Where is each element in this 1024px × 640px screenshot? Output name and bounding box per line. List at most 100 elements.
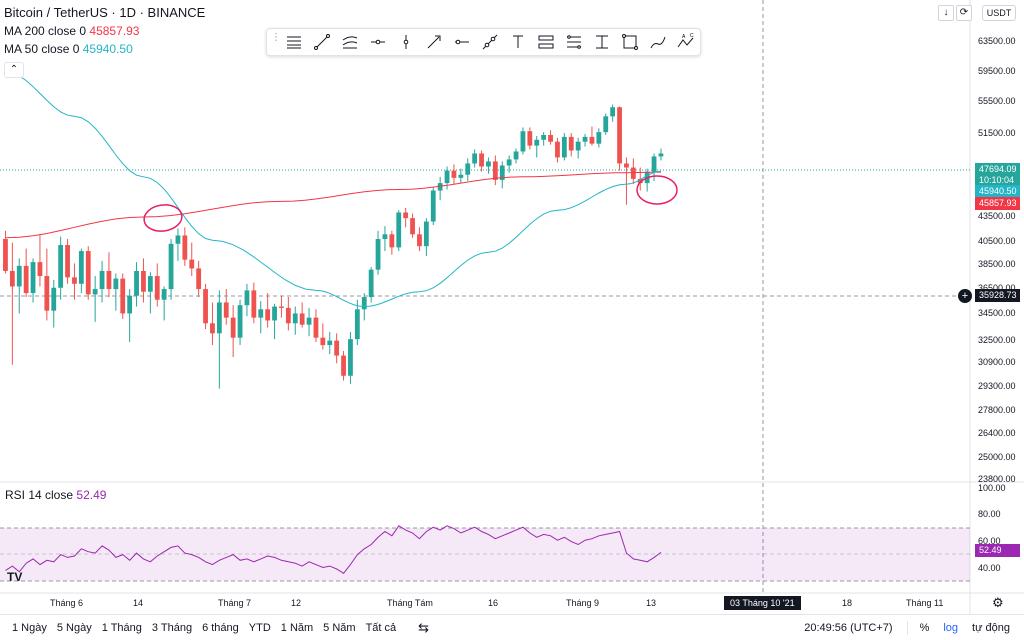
rsi-legend[interactable]: RSI 14 close 52.49	[5, 488, 106, 502]
candle-up	[520, 131, 526, 152]
candle-up	[603, 116, 609, 133]
candle-up	[610, 107, 616, 117]
ma200-legend[interactable]: MA 200 close 0 45857.93	[4, 22, 205, 40]
candle-down	[624, 163, 629, 168]
rsi-axis-label: 40.00	[978, 563, 1001, 573]
arrow-icon[interactable]	[421, 29, 447, 55]
log-toggle[interactable]: log	[943, 622, 959, 634]
candle-up	[575, 141, 581, 151]
annotation-circle-cross-2[interactable]	[636, 175, 678, 205]
text-icon[interactable]	[505, 29, 531, 55]
candle-down	[279, 306, 284, 308]
ma200-label: MA 200 close 0	[4, 24, 87, 38]
ma50-label: MA 50 close 0	[4, 42, 80, 56]
candle-down	[568, 136, 574, 151]
svg-text:A: A	[682, 34, 686, 40]
candle-up	[216, 302, 222, 334]
range-1d-button[interactable]: 1 Ngày	[12, 621, 47, 634]
go-to-date-icon[interactable]: ⇆	[418, 619, 430, 635]
chevron-up-icon[interactable]: ⌃	[4, 62, 24, 78]
range-5d-button[interactable]: 5 Ngày	[56, 621, 92, 634]
rsi-label: RSI 14 close	[5, 488, 74, 502]
price-axis-label: 40500.00	[978, 236, 1016, 246]
price-axis-label: 55500.00	[978, 96, 1016, 106]
candle-down	[417, 234, 422, 247]
candle-down	[389, 234, 395, 248]
gear-icon[interactable]: ⚙	[992, 595, 1004, 610]
candle-down	[410, 218, 415, 235]
candle-up	[651, 156, 657, 172]
candle-down	[72, 277, 77, 284]
candle-down	[313, 317, 319, 338]
currency-button[interactable]: USDT	[982, 5, 1016, 21]
ma50-value: 45940.50	[82, 42, 133, 56]
candle-down	[182, 235, 188, 260]
grip-icon[interactable]: ⋮	[271, 32, 281, 43]
price-note-icon[interactable]	[589, 29, 615, 55]
auto-scale-toggle[interactable]: tự động	[972, 622, 1010, 634]
candle-down	[210, 323, 215, 334]
candle-up	[513, 151, 519, 160]
rsi-axis-label: 100.00	[978, 483, 1006, 493]
annotation-circle-cross-1[interactable]	[142, 202, 183, 233]
range-all-button[interactable]: Tất cả	[365, 621, 397, 634]
trend-line-icon[interactable]	[309, 29, 335, 55]
refresh-icon[interactable]: ⟳	[956, 5, 972, 21]
clock-time[interactable]: 20:49:56 (UTC+7)	[804, 622, 893, 634]
candle-down	[203, 289, 208, 324]
time-axis-label: Tháng 7	[218, 598, 252, 608]
countdown-tag: 10:10:04	[975, 174, 1020, 186]
chart-legend: Bitcoin / TetherUS · 1D · BINANCE MA 200…	[4, 4, 205, 78]
tradingview-logo-icon[interactable]: TV	[7, 570, 23, 584]
price-axis-label: 27800.00	[978, 405, 1016, 415]
crosshair-date-tag: 03 Tháng 10 '21	[724, 596, 801, 610]
bottom-toolbar: 1 Ngày 5 Ngày 1 Tháng 3 Tháng 6 tháng YT…	[0, 614, 1024, 640]
vertical-line-icon[interactable]	[393, 29, 419, 55]
horizontal-lines-icon[interactable]	[281, 29, 307, 55]
arrow-down-icon[interactable]: ↓	[938, 5, 954, 21]
price-range-icon[interactable]	[533, 29, 559, 55]
candle-down	[479, 153, 484, 167]
candle-down	[589, 136, 595, 144]
candles-group	[3, 104, 664, 389]
ma50-line	[5, 71, 662, 308]
candle-up	[437, 183, 443, 191]
info-line-icon[interactable]	[449, 29, 475, 55]
candle-up	[458, 174, 464, 178]
ma50-legend[interactable]: MA 50 close 0 45940.50	[4, 40, 205, 58]
time-axis-label: 14	[133, 598, 144, 608]
price-axis-label: 38500.00	[978, 259, 1016, 269]
ma200-line	[5, 171, 661, 239]
range-5y-button[interactable]: 5 Năm	[323, 621, 356, 634]
symbol-title[interactable]: Bitcoin / TetherUS · 1D · BINANCE	[4, 5, 206, 20]
time-axis-label: 18	[842, 598, 853, 608]
rsi-axis-label: 80.00	[978, 509, 1001, 519]
horizontal-ray-icon[interactable]	[365, 29, 391, 55]
last-price-tag: 47694.09	[975, 163, 1020, 176]
channel-icon[interactable]	[337, 29, 363, 55]
add-alert-icon[interactable]: +	[958, 289, 972, 303]
candle-up	[499, 165, 505, 180]
candle-down	[341, 355, 346, 376]
date-range-icon[interactable]	[561, 29, 587, 55]
candle-up	[361, 297, 367, 310]
candle-down	[548, 134, 553, 142]
candle-up	[92, 289, 98, 295]
range-1y-button[interactable]: 1 Năm	[280, 621, 314, 634]
rsi-band	[0, 528, 970, 581]
rectangle-icon[interactable]	[617, 29, 643, 55]
candle-up	[534, 139, 540, 146]
range-1m-button[interactable]: 1 Tháng	[101, 621, 142, 634]
time-axis-label: Tháng 11	[906, 598, 944, 608]
extended-line-icon[interactable]	[477, 29, 503, 55]
range-6m-button[interactable]: 6 tháng	[202, 621, 239, 634]
range-3m-button[interactable]: 3 Tháng	[151, 621, 193, 634]
candle-down	[189, 259, 195, 269]
candle-up	[375, 239, 381, 270]
percent-toggle[interactable]: %	[919, 622, 930, 634]
ma50-price-tag: 45940.50	[975, 185, 1020, 198]
range-ytd-button[interactable]: YTD	[248, 621, 271, 634]
brush-icon[interactable]	[645, 29, 671, 55]
